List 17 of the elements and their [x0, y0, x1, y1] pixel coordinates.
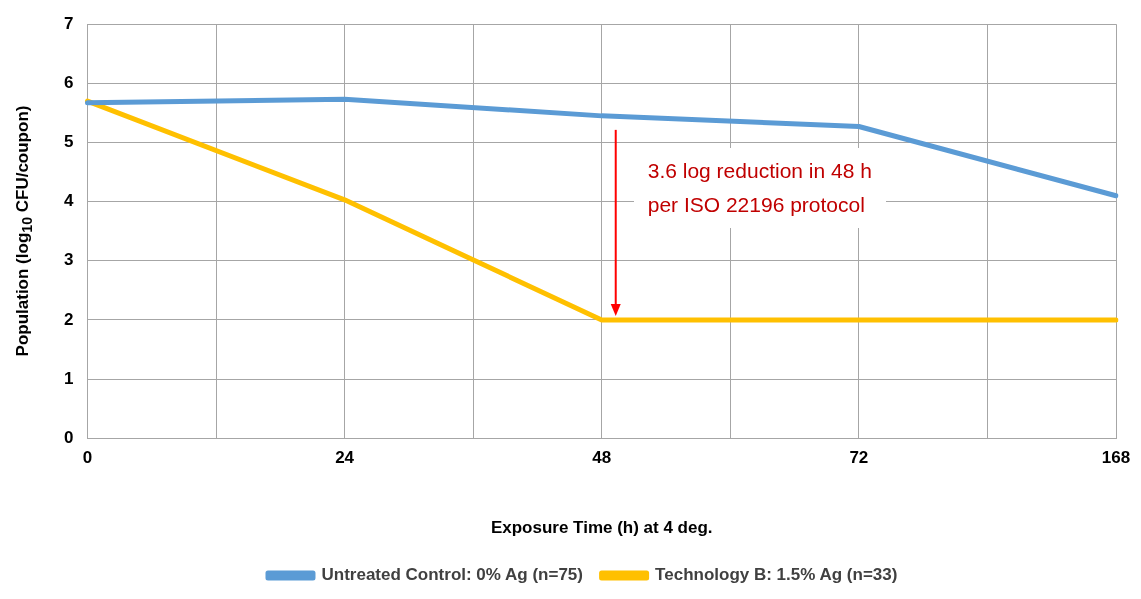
x-tick-label: 24	[335, 448, 355, 468]
x-tick-label: 48	[592, 448, 612, 468]
legend-label: Untreated Control: 0% Ag (n=75)	[321, 565, 583, 585]
y-tick-label: 2	[63, 309, 74, 329]
y-tick-label: 4	[63, 191, 74, 211]
y-tick-label: 5	[63, 132, 74, 152]
y-tick-label: 6	[63, 73, 74, 93]
x-axis-title: Exposure Time (h) at 4 deg.	[490, 518, 713, 538]
x-tick-label: 168	[1101, 448, 1131, 468]
y-tick-label: 7	[63, 13, 74, 33]
x-tick-label: 72	[849, 448, 869, 468]
y-tick-label: 0	[63, 427, 74, 447]
y-tick-label: 1	[63, 368, 74, 388]
annotation: 3.6 log reduction in 48 h per ISO 22196 protocol	[633, 148, 886, 229]
legend-label: Technology B: 1.5% Ag (n=33)	[655, 565, 898, 585]
y-tick-label: 3	[63, 250, 74, 270]
x-tick-label: 0	[82, 448, 93, 468]
